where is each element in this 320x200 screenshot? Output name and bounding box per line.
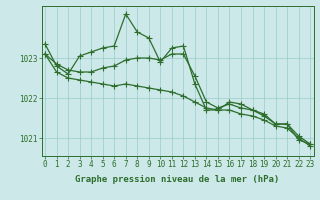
X-axis label: Graphe pression niveau de la mer (hPa): Graphe pression niveau de la mer (hPa) bbox=[76, 175, 280, 184]
